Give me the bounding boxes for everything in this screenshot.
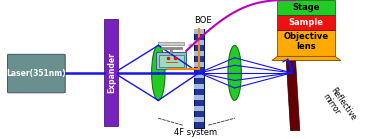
Text: Reflective
mirror: Reflective mirror bbox=[320, 86, 358, 128]
Polygon shape bbox=[272, 56, 341, 60]
Bar bbox=[194, 95, 204, 100]
Text: Sample: Sample bbox=[289, 18, 324, 27]
Bar bbox=[156, 52, 186, 69]
Bar bbox=[194, 40, 204, 45]
Bar bbox=[194, 29, 204, 128]
Text: Laser(351nm): Laser(351nm) bbox=[6, 69, 66, 78]
Ellipse shape bbox=[228, 45, 241, 100]
Bar bbox=[104, 19, 118, 126]
Text: 4F system: 4F system bbox=[174, 128, 217, 137]
Bar bbox=[277, 15, 335, 30]
Bar bbox=[160, 55, 184, 67]
Bar bbox=[194, 62, 204, 67]
Polygon shape bbox=[285, 39, 300, 131]
Bar bbox=[194, 117, 204, 122]
Bar bbox=[277, 30, 335, 56]
Text: Expander: Expander bbox=[107, 52, 116, 93]
Bar bbox=[194, 51, 204, 56]
Text: Objective
lens: Objective lens bbox=[284, 32, 329, 51]
Bar bbox=[194, 73, 204, 78]
Bar bbox=[194, 84, 204, 89]
Bar bbox=[194, 29, 204, 34]
FancyBboxPatch shape bbox=[8, 54, 65, 93]
Bar bbox=[158, 42, 184, 45]
Ellipse shape bbox=[152, 45, 165, 100]
Text: Stage: Stage bbox=[293, 3, 320, 12]
Text: BOE: BOE bbox=[194, 17, 211, 25]
Bar bbox=[194, 106, 204, 111]
Bar bbox=[277, 0, 335, 15]
